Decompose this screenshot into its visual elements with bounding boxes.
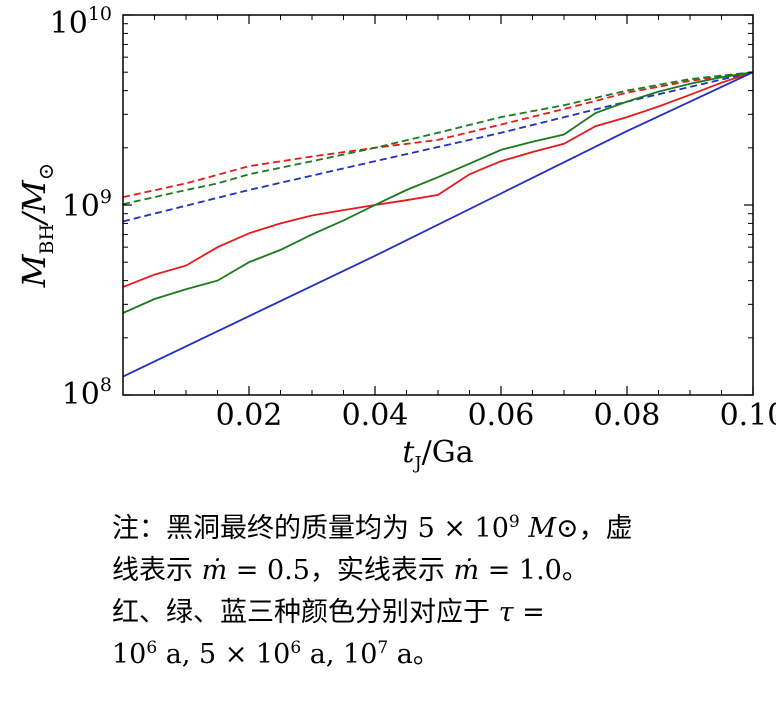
x-tick-label: 0.04 [342,398,409,433]
x-tick-label: 0.02 [216,398,283,433]
series-line-3-solid [122,71,754,288]
y-tick-label: 108 [62,374,112,412]
series-line-4-solid [122,71,754,314]
x-tick-label: 0.10 [720,398,776,433]
series-layer [122,71,754,378]
note-line-2: 线表示 ṁ = 0.5，实线表示 ṁ = 1.0。 [112,555,589,586]
tick-layer: 0.02 0.04 0.06 0.08 0.10 108 109 1010 [50,3,776,433]
plot-frame [122,14,754,396]
y-tick-label: 109 [62,186,112,224]
note-line-3: 红、绿、蓝三种颜色分别对应于 τ = [112,597,545,628]
x-tick-label: 0.08 [594,398,661,433]
y-axis-label: MBH/M⊙ [15,163,58,288]
series-line-0-dashed [122,71,754,198]
y-tick-label: 1010 [50,3,112,41]
note-line-4: 106 a, 5 × 106 a, 107 a。 [112,638,440,670]
series-line-2-dashed [122,71,754,223]
chart: 0.02 0.04 0.06 0.08 0.10 108 109 1010 MBH/M⊙ tJ… [15,3,776,474]
series-line-5-solid [122,71,754,378]
x-axis-label: tJ/Ga [402,435,473,474]
figure-note: 注：黑洞最终的质量均为 5 × 109 M⊙，虚 线表示 ṁ = 0.5，实线表… [112,508,672,676]
note-line-1: 注：黑洞最终的质量均为 5 × 109 M⊙，虚 [112,512,633,544]
x-tick-label: 0.06 [468,398,535,433]
series-line-1-dashed [122,71,754,206]
